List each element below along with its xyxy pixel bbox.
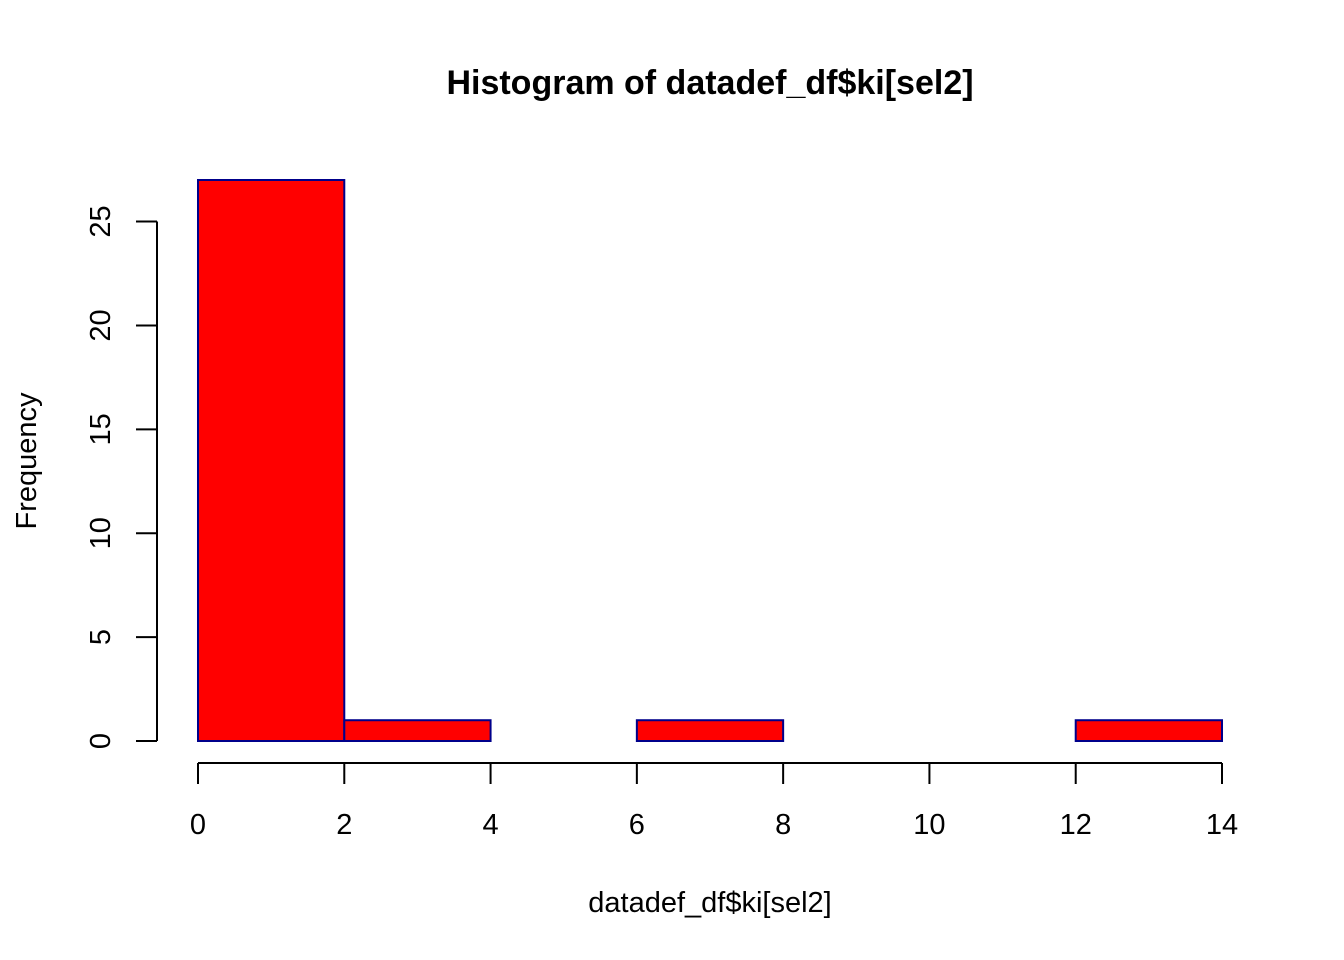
histogram-bar-0 bbox=[197, 179, 346, 742]
x-axis: 0 2 4 6 8 10 12 14 bbox=[190, 762, 1238, 841]
y-tick-label: 10 bbox=[85, 517, 117, 549]
y-tick-label: 0 bbox=[85, 733, 117, 749]
y-axis: 0 5 10 15 20 25 bbox=[85, 205, 158, 749]
y-tick-label: 20 bbox=[85, 309, 117, 341]
y-tick-label: 15 bbox=[85, 413, 117, 445]
histogram-bar-1 bbox=[343, 719, 492, 743]
y-tick-label: 5 bbox=[85, 629, 117, 645]
x-tick-label: 8 bbox=[775, 809, 791, 841]
x-tick-label: 12 bbox=[1060, 809, 1092, 841]
x-tick-label: 0 bbox=[190, 809, 206, 841]
x-tick-label: 6 bbox=[629, 809, 645, 841]
y-axis-label: Frequency bbox=[11, 392, 43, 530]
x-tick-label: 2 bbox=[336, 809, 352, 841]
x-axis-label: datadef_df$ki[sel2] bbox=[588, 887, 831, 919]
histogram-bar-6 bbox=[1074, 719, 1223, 743]
x-tick-label: 14 bbox=[1206, 809, 1238, 841]
chart-title: Histogram of datadef_df$ki[sel2] bbox=[446, 64, 973, 102]
x-tick-label: 4 bbox=[483, 809, 499, 841]
bars-group bbox=[197, 179, 1223, 743]
y-tick-label: 25 bbox=[85, 205, 117, 237]
histogram-bar-3 bbox=[635, 719, 785, 743]
x-tick-label: 10 bbox=[913, 809, 945, 841]
